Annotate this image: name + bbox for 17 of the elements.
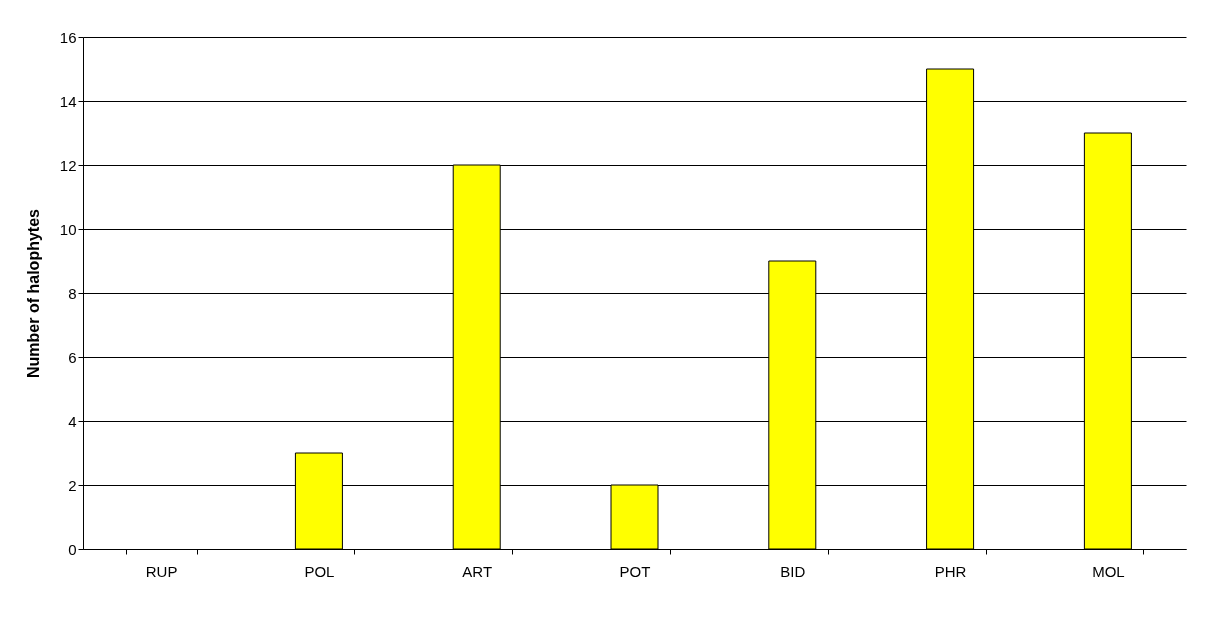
- x-tick-label: MOL: [1092, 562, 1125, 580]
- x-tick-label: RUP: [145, 562, 178, 580]
- y-tick-label: 10: [59, 220, 77, 238]
- y-tick-label: 0: [68, 540, 77, 558]
- y-tick-label: 14: [59, 92, 77, 110]
- y-tick-label: 16: [59, 28, 77, 46]
- x-tick-label: PHR: [934, 562, 967, 580]
- y-tick-label: 8: [68, 284, 77, 302]
- x-tick-label: POT: [619, 562, 651, 580]
- y-tick-label: 4: [68, 412, 77, 430]
- x-tick-label: BID: [780, 562, 806, 580]
- y-tick-label: 6: [68, 348, 77, 366]
- y-tick-label: 2: [68, 476, 77, 494]
- y-axis-title: Number of halophytes: [24, 208, 42, 378]
- x-tick-label: POL: [304, 562, 335, 580]
- y-tick-label: 12: [59, 156, 77, 174]
- x-tick-label: ART: [462, 562, 493, 580]
